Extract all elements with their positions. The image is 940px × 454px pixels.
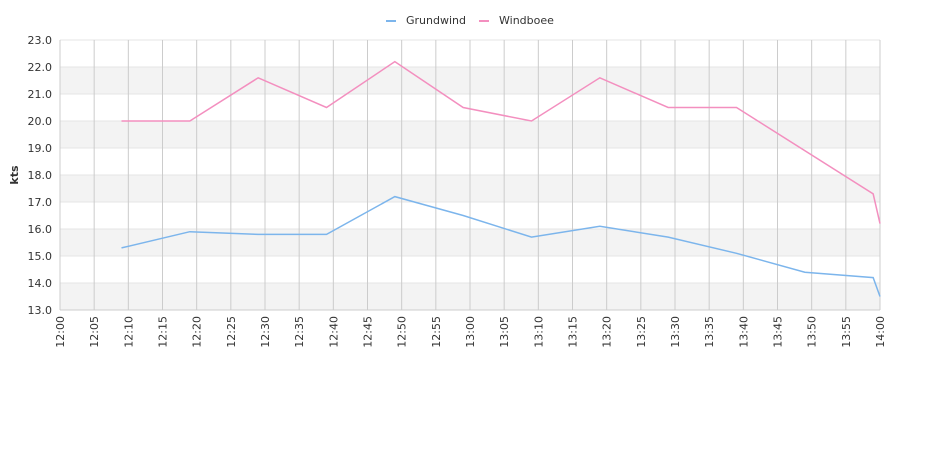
x-tick-label: 12:10 <box>122 316 135 348</box>
y-tick-label: 15.0 <box>28 250 53 263</box>
y-tick-label: 23.0 <box>28 34 53 47</box>
y-tick-label: 18.0 <box>28 169 53 182</box>
y-tick-label: 17.0 <box>28 196 53 209</box>
x-tick-label: 12:50 <box>396 316 409 348</box>
x-tick-label: 13:10 <box>532 316 545 348</box>
x-tick-label: 12:05 <box>88 316 101 348</box>
series-line-windboee <box>121 60 881 224</box>
x-tick-label: 12:20 <box>191 316 204 348</box>
x-tick-label: 12:40 <box>327 316 340 348</box>
x-tick-label: 13:00 <box>464 316 477 348</box>
x-tick-label: 13:05 <box>498 316 511 348</box>
y-tick-label: 22.0 <box>28 61 53 74</box>
x-tick-label: 14:00 <box>874 316 887 348</box>
y-tick-label: 13.0 <box>28 304 53 317</box>
x-tick-label: 13:40 <box>737 316 750 348</box>
x-tick-label: 13:50 <box>806 316 819 348</box>
series-line-grundwind <box>121 195 881 297</box>
y-axis-label: kts <box>8 165 21 185</box>
x-tick-label: 12:55 <box>430 316 443 348</box>
x-tick-label: 12:30 <box>259 316 272 348</box>
x-tick-label: 12:25 <box>225 316 238 348</box>
legend-label: Windboee <box>499 14 554 27</box>
x-tick-label: 12:45 <box>362 316 375 348</box>
x-tick-label: 13:45 <box>772 316 785 348</box>
y-tick-label: 21.0 <box>28 88 53 101</box>
x-tick-label: 13:15 <box>567 316 580 348</box>
x-tick-label: 12:35 <box>293 316 306 348</box>
x-tick-label: 13:20 <box>601 316 614 348</box>
x-tick-label: 12:00 <box>54 316 67 348</box>
y-tick-label: 20.0 <box>28 115 53 128</box>
y-tick-label: 16.0 <box>28 223 53 236</box>
x-tick-label: 12:15 <box>157 316 170 348</box>
x-tick-label: 13:55 <box>840 316 853 348</box>
x-tick-label: 13:25 <box>635 316 648 348</box>
x-tick-label: 13:35 <box>703 316 716 348</box>
legend-label: Grundwind <box>406 14 466 27</box>
y-tick-label: 19.0 <box>28 142 53 155</box>
x-tick-label: 13:30 <box>669 316 682 348</box>
y-tick-label: 14.0 <box>28 277 53 290</box>
